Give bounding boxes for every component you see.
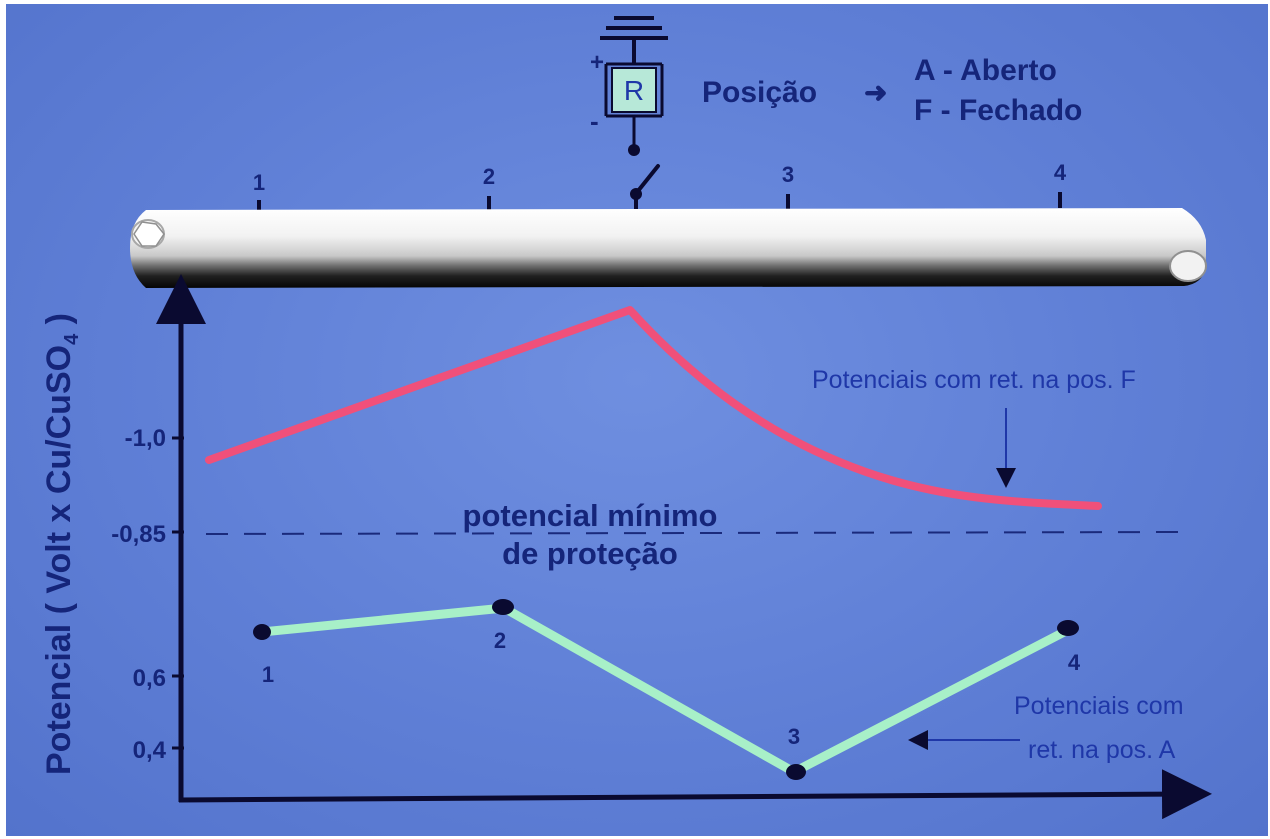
cathodic-protection-diagram: R + - Posição ➜ A - Aberto F - Fechado 1… xyxy=(40,16,1212,820)
pipe-point-label: 1 xyxy=(253,170,265,195)
rectifier-box: R + - xyxy=(590,49,664,156)
y-tick-label: 0,4 xyxy=(133,737,167,764)
curve-open xyxy=(257,603,1073,777)
curve-open-point xyxy=(492,599,514,615)
y-axis-title-close: ) xyxy=(40,313,78,334)
curve-open-point-label: 1 xyxy=(262,662,274,687)
curve-open-point-label: 4 xyxy=(1068,650,1081,675)
curve-open-point xyxy=(253,624,271,640)
legend-arrow-icon: ➜ xyxy=(864,77,887,108)
curve-open-label-line1: Potenciais com xyxy=(1014,692,1184,720)
curve-closed-label: Potenciais com ret. na pos. F xyxy=(812,366,1136,394)
curve-open-point xyxy=(1057,620,1079,636)
legend-heading: Posição xyxy=(702,76,817,109)
legend-open: A - Aberto xyxy=(914,54,1057,87)
y-axis-title-subscript: 4 xyxy=(61,333,83,345)
threshold-label-line2: de proteção xyxy=(502,536,678,571)
legend-closed: F - Fechado xyxy=(914,94,1082,127)
pipeline xyxy=(130,208,1207,288)
y-tick-label: -0,85 xyxy=(111,521,166,548)
threshold-line xyxy=(205,531,1187,535)
ground-icon xyxy=(600,16,668,64)
pipe-point-label: 3 xyxy=(782,162,794,187)
rectifier-minus-sign: - xyxy=(590,106,599,136)
curve-open-point xyxy=(786,764,806,780)
pipe-points: 1 2 3 4 xyxy=(253,160,1067,212)
y-axis-title: Potencial ( Volt x Cu/CuSO4 ) xyxy=(40,313,83,775)
slide-background: R + - Posição ➜ A - Aberto F - Fechado 1… xyxy=(6,4,1268,836)
curve-open-label-line2: ret. na pos. A xyxy=(1028,736,1176,764)
y-tick-label: 0,6 xyxy=(133,665,166,692)
rectifier-plus-sign: + xyxy=(590,49,604,76)
rectifier-label: R xyxy=(624,75,644,106)
curve-open-point-label: 2 xyxy=(494,628,506,653)
threshold-label-line1: potencial mínimo xyxy=(463,498,718,533)
curve-closed xyxy=(205,306,1102,510)
pipe-point-label: 2 xyxy=(483,164,495,189)
axes xyxy=(156,274,1212,820)
switch-icon xyxy=(630,164,660,212)
pipe-point-label: 4 xyxy=(1054,160,1067,185)
y-axis-title-main: Potencial ( Volt x Cu/CuSO xyxy=(40,345,78,775)
curve-open-point-label: 3 xyxy=(788,724,800,749)
y-tick-label: -1,0 xyxy=(125,425,166,452)
